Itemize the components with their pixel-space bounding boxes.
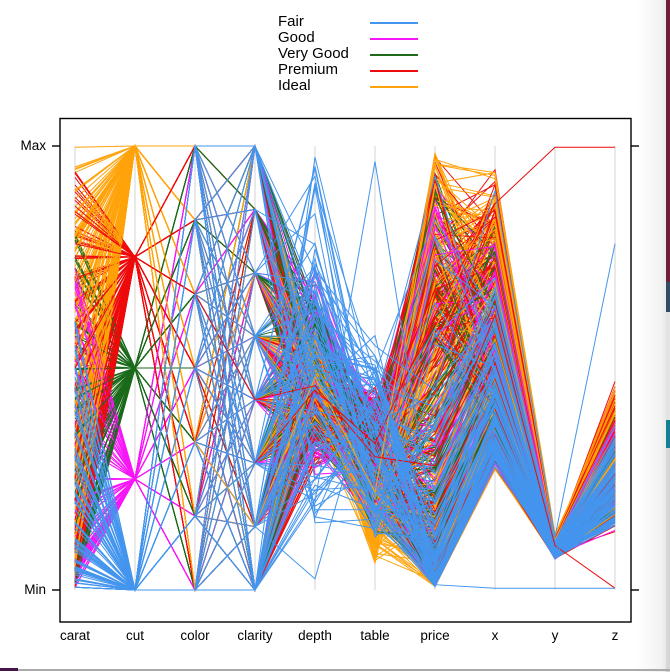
right-edge-segment	[666, 0, 670, 282]
legend-item: Very Good	[278, 45, 418, 62]
legend-line-swatch	[370, 53, 418, 56]
legend-line-swatch	[370, 37, 418, 40]
legend-label: Very Good	[278, 45, 349, 62]
axis-label-clarity: clarity	[237, 628, 273, 643]
axis-label-price: price	[420, 628, 450, 643]
legend-label: Premium	[278, 61, 339, 78]
bottom-edge-bar	[0, 669, 670, 671]
axis-label-depth: depth	[298, 628, 332, 643]
legend-item: Ideal	[278, 77, 418, 94]
legend-label: Fair	[278, 13, 304, 30]
data-line	[74, 256, 616, 589]
legend-line-swatch	[370, 69, 418, 72]
legend-item: Good	[278, 29, 418, 46]
axis-label-x: x	[491, 628, 499, 643]
window-edge-shadow	[636, 0, 666, 672]
legend-label: Good	[278, 29, 315, 46]
axis-label-cut: cut	[125, 628, 145, 643]
data-line	[74, 190, 616, 591]
axis-label-z: z	[611, 628, 619, 643]
data-lines-layer	[74, 144, 616, 592]
data-line	[74, 328, 616, 591]
plot-box	[59, 117, 632, 623]
bottom-left-artifact	[0, 667, 18, 671]
legend-line-swatch	[370, 85, 418, 88]
axis-label-table: table	[360, 628, 390, 643]
legend-item: Fair	[278, 13, 418, 30]
y-tick-label-max: Max	[20, 138, 46, 153]
right-edge-segment	[666, 312, 670, 420]
data-line	[74, 145, 616, 537]
data-line	[74, 293, 616, 592]
legend-item: Premium	[278, 61, 418, 78]
axis-label-y: y	[551, 628, 559, 643]
legend: Fair Good Very Good Premium Ideal	[0, 0, 670, 110]
legend-label: Ideal	[278, 77, 311, 94]
data-line	[74, 344, 615, 591]
legend-line-swatch	[370, 21, 418, 24]
data-line	[74, 156, 616, 592]
right-edge-segment	[666, 448, 670, 672]
data-line	[74, 146, 615, 464]
y-tick-label-min: Min	[24, 582, 46, 597]
axis-label-color: color	[180, 628, 210, 643]
right-edge-segment	[666, 420, 670, 448]
right-edge-segment	[666, 282, 670, 312]
data-line	[74, 161, 616, 592]
axis-label-carat: carat	[59, 628, 91, 643]
plot-frame	[52, 117, 639, 623]
